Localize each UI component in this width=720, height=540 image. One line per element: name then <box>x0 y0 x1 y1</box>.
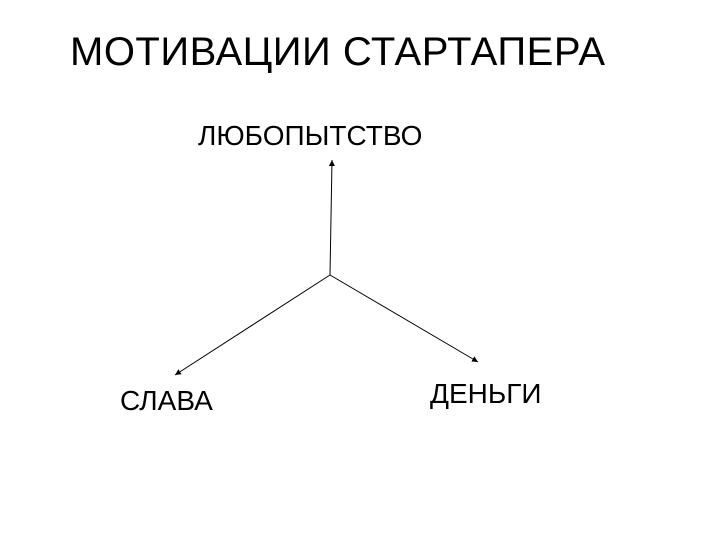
edge-right <box>330 275 478 362</box>
edge-left <box>175 275 330 375</box>
arrows-svg <box>0 0 720 540</box>
label-right: ДЕНЬГИ <box>430 378 542 410</box>
slide-stage: МОТИВАЦИИ СТАРТАПЕРА ЛЮБОПЫТСТВО СЛАВА Д… <box>0 0 720 540</box>
label-left: СЛАВА <box>120 385 213 417</box>
edge-top <box>330 160 332 275</box>
label-top: ЛЮБОПЫТСТВО <box>198 120 422 152</box>
slide-title: МОТИВАЦИИ СТАРТАПЕРА <box>70 30 606 75</box>
